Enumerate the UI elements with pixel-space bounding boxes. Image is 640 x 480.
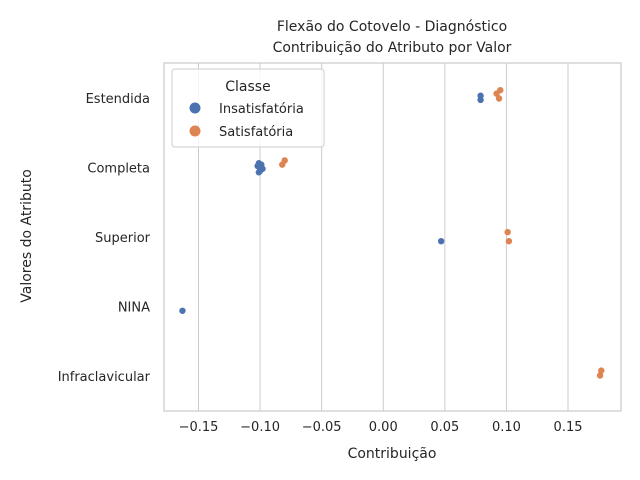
y-tick-label: NINA bbox=[118, 301, 150, 316]
x-axis-label: Contribuição bbox=[348, 446, 437, 462]
legend-marker-insatisfatoria bbox=[189, 102, 201, 114]
chart-title-line-1: Flexão do Cotovelo - Diagnóstico bbox=[277, 19, 507, 35]
x-tick-label: −0.05 bbox=[302, 420, 342, 435]
y-axis-label: Valores do Atributo bbox=[19, 169, 35, 303]
x-tick-label: 0.05 bbox=[430, 420, 459, 435]
data-point bbox=[255, 169, 263, 176]
y-tick-label: Estendida bbox=[86, 92, 150, 107]
data-point bbox=[504, 228, 511, 236]
legend-title: Classe bbox=[225, 79, 270, 95]
data-point bbox=[437, 237, 445, 245]
data-point bbox=[477, 96, 484, 104]
y-tick-label: Infraclavicular bbox=[58, 370, 151, 385]
data-point bbox=[505, 237, 513, 245]
plot-frame bbox=[163, 62, 622, 412]
legend-label-insatisfatoria: Insatisfatória bbox=[219, 102, 304, 117]
y-tick-label: Superior bbox=[95, 231, 151, 246]
x-tick-label: −0.15 bbox=[179, 420, 219, 435]
data-point bbox=[596, 372, 604, 379]
x-tick-label: 0.10 bbox=[492, 420, 521, 435]
x-tick-label: 0.00 bbox=[369, 420, 398, 435]
data-point bbox=[495, 95, 503, 102]
y-tick-label: Completa bbox=[87, 161, 150, 176]
x-tick-label: 0.15 bbox=[554, 420, 583, 435]
data-point bbox=[179, 307, 186, 314]
chart-title-line-2: Contribuição do Atributo por Valor bbox=[273, 40, 512, 56]
data-point bbox=[493, 90, 500, 97]
axes-layer: −0.15 −0.10 −0.05 0.00 0.05 0.10 0.15 Estendida… bbox=[58, 62, 622, 435]
legend-frame bbox=[171, 68, 325, 148]
points-layer bbox=[179, 86, 605, 379]
data-point bbox=[598, 367, 605, 374]
legend-marker-satisfatoria bbox=[189, 125, 201, 137]
data-point bbox=[279, 161, 286, 168]
legend: Classe Insatisfatória Satisfatória bbox=[171, 68, 325, 148]
legend-label-satisfatoria: Satisfatória bbox=[219, 125, 293, 140]
x-tick-label: −0.10 bbox=[240, 420, 280, 435]
